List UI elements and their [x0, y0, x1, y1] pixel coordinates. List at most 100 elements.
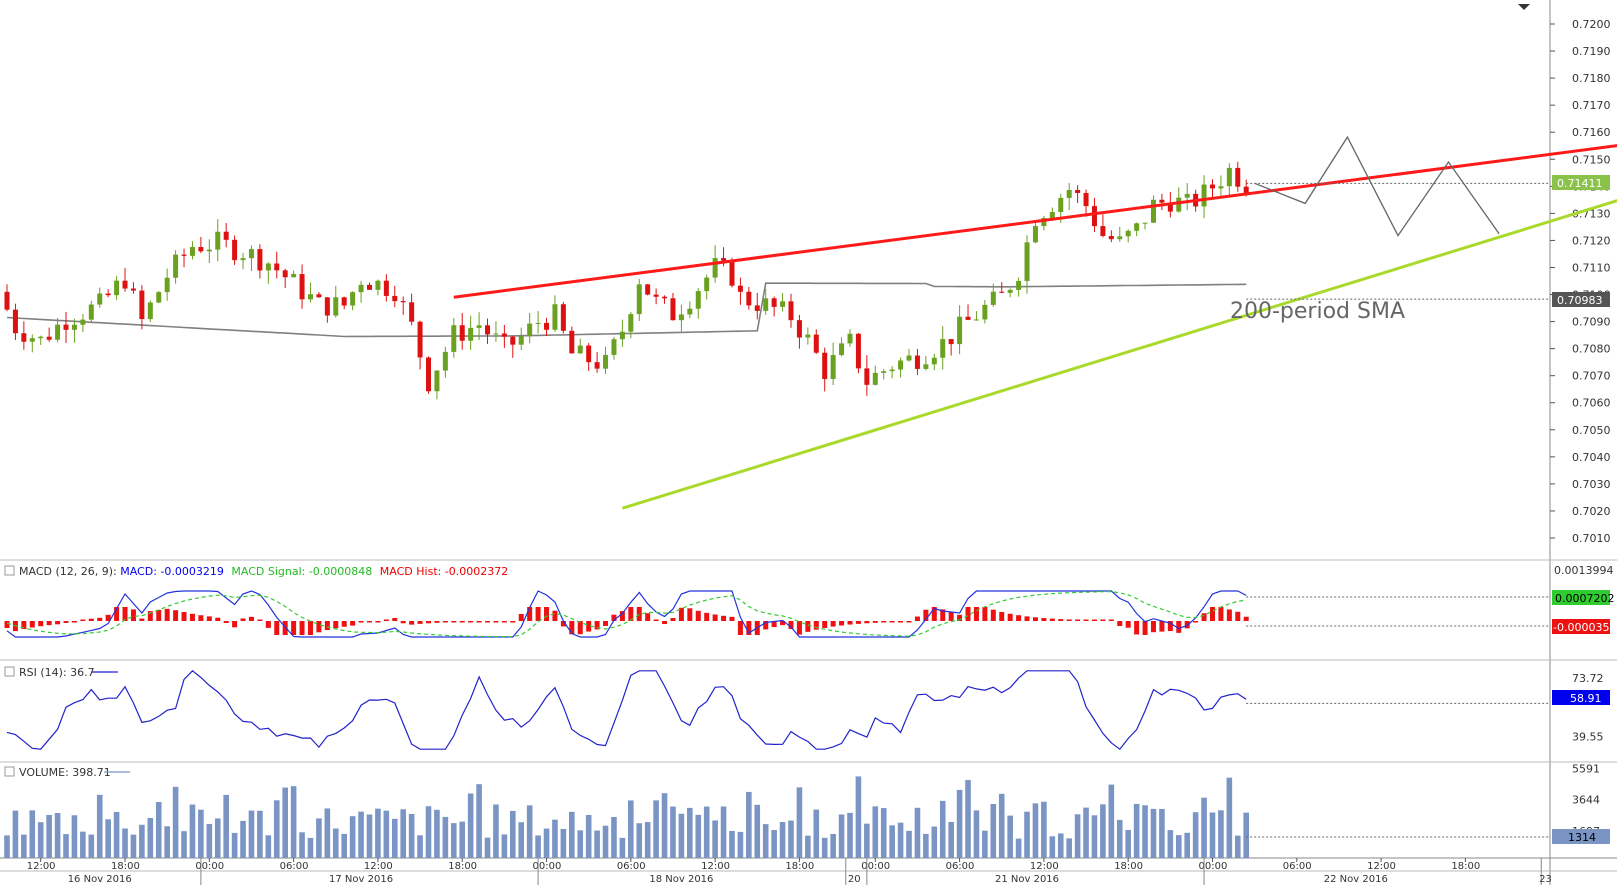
macd-title: MACD (12, 26, 9): — [19, 565, 120, 578]
candle-body — [569, 330, 575, 354]
date-label: 17 Nov 2016 — [329, 874, 393, 885]
candle-body — [746, 291, 752, 306]
candle-body — [451, 325, 457, 352]
candle-body — [636, 284, 642, 315]
candle — [1150, 195, 1156, 224]
volume-bar — [29, 810, 36, 858]
candle — [729, 257, 735, 288]
candle — [55, 318, 61, 343]
candle — [881, 369, 887, 380]
candle-body — [485, 325, 491, 335]
volume-close-icon[interactable] — [4, 766, 15, 777]
candle — [965, 304, 971, 321]
candle — [822, 347, 828, 392]
volume-bar — [316, 818, 322, 858]
candle-body — [628, 314, 634, 332]
candle-body — [805, 334, 811, 338]
macd-hist-bar — [1058, 619, 1064, 621]
volume-bar — [172, 786, 179, 858]
candle-body — [442, 351, 448, 371]
sma-200-series — [6, 282, 1247, 338]
macd-hist-bar — [451, 621, 457, 623]
volume-bar — [754, 804, 761, 858]
candle — [173, 250, 179, 284]
volume-bar — [1226, 777, 1233, 858]
candle — [746, 287, 752, 310]
macd-hist-bar — [105, 614, 111, 621]
price-axis: 0.7200 0.7190 0.7180 0.7170 0.7160 0.7150 0.71… — [1550, 18, 1611, 545]
macd-hist-bar — [1125, 621, 1131, 628]
time-tick-label: 12:00 — [364, 861, 393, 872]
candle — [771, 296, 777, 317]
volume-bar — [181, 831, 187, 858]
volume-bar — [687, 807, 693, 858]
candle-body — [122, 280, 128, 289]
candle — [923, 355, 929, 371]
macd-hist-bar — [1032, 617, 1038, 621]
candle — [1159, 193, 1165, 211]
price-tick-label: 0.7020 — [1572, 505, 1611, 518]
macd-hist-bar — [889, 621, 895, 623]
rsi-pane — [6, 669, 1550, 751]
volume-bar — [265, 835, 272, 858]
volume-bar — [408, 814, 415, 858]
candle — [1007, 288, 1013, 298]
candle — [704, 274, 710, 300]
volume-bar — [864, 823, 870, 858]
volume-bar — [1201, 797, 1207, 858]
candle-body — [603, 354, 609, 369]
candle — [12, 303, 18, 341]
candle-body — [215, 231, 221, 250]
candle — [426, 356, 431, 394]
svg-text:-0.0000356: -0.0000356 — [1553, 621, 1616, 634]
volume-legend: VOLUME: 398.71 — [4, 766, 130, 779]
svg-text:0.0007202: 0.0007202 — [1555, 592, 1615, 605]
time-tick-label: 06:00 — [280, 861, 309, 872]
volume-value-tag: 1314 — [1552, 829, 1610, 844]
volume-bar — [122, 828, 128, 858]
volume-bar — [821, 837, 828, 858]
macd-hist-bar — [1176, 621, 1182, 633]
volume-bar — [96, 794, 103, 858]
candle-body — [383, 280, 389, 296]
volume-bar — [450, 823, 457, 858]
volume-bar — [1100, 804, 1106, 858]
macd-hist-bar — [130, 609, 136, 621]
candle-body — [796, 320, 802, 338]
candle-body — [914, 355, 920, 369]
candle-body — [29, 338, 35, 342]
macd-hist-bar — [847, 621, 853, 625]
candle — [341, 296, 347, 310]
macd-hist-bar — [198, 615, 204, 621]
volume-bar — [282, 787, 288, 858]
macd-close-icon[interactable] — [4, 565, 15, 576]
macd-hist-bar — [46, 621, 52, 626]
time-tick-label: 18:00 — [1451, 861, 1480, 872]
macd-top-tick: 0.0013994 — [1554, 564, 1614, 577]
candle — [476, 312, 482, 340]
macd-hist-bar — [569, 621, 575, 635]
macd-hist-bar — [906, 621, 912, 623]
price-tick-label: 0.7030 — [1572, 478, 1611, 491]
price-tick-label: 0.7160 — [1572, 126, 1611, 139]
candle-body — [931, 357, 937, 365]
candle-body — [1058, 197, 1064, 212]
candle — [291, 270, 297, 278]
candle-body — [771, 298, 777, 307]
volume-bar — [139, 824, 145, 858]
candle — [215, 219, 221, 262]
collapse-arrow-icon[interactable] — [1518, 4, 1530, 10]
candle — [493, 321, 499, 342]
candle — [780, 293, 786, 312]
candle — [670, 293, 676, 321]
candle-body — [71, 324, 77, 330]
volume-bar — [569, 811, 575, 858]
candle-body — [1041, 217, 1047, 227]
macd-hist-bar — [459, 621, 465, 623]
candle — [931, 353, 937, 371]
rsi-close-icon[interactable] — [4, 666, 15, 677]
macd-hist-bar — [1134, 621, 1140, 635]
candle — [1125, 229, 1131, 243]
volume-bar — [973, 810, 980, 858]
